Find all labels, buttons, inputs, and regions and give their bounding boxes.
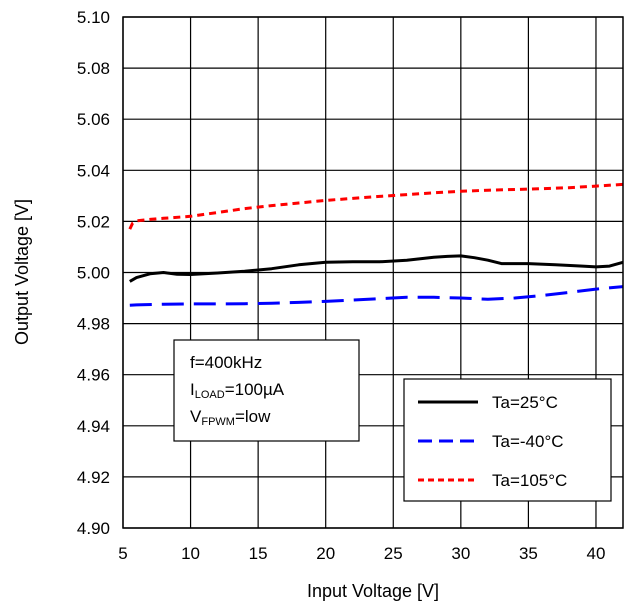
y-tick-label: 5.04 bbox=[77, 161, 110, 180]
x-tick-label: 5 bbox=[118, 544, 127, 563]
y-tick-label: 4.98 bbox=[77, 315, 110, 334]
annotation-frame bbox=[173, 339, 360, 442]
annotation-fpwm-sub: FPWM bbox=[201, 416, 235, 428]
x-axis-label: Input Voltage [V] bbox=[307, 581, 439, 601]
annotation-load-sub: LOAD bbox=[195, 389, 225, 401]
x-tick-label: 10 bbox=[181, 544, 200, 563]
annotation-frequency: f=400kHz bbox=[190, 353, 262, 372]
x-tick-label: 30 bbox=[451, 544, 470, 563]
legend-label-25c: Ta=25°C bbox=[492, 393, 558, 412]
series-line-105c bbox=[128, 182, 624, 230]
series-line-minus40c bbox=[129, 285, 624, 307]
annotation-load: ILOAD=100µA bbox=[190, 380, 285, 401]
y-tick-label: 4.92 bbox=[77, 468, 110, 487]
annotation-fpwm: VFPWM=low bbox=[190, 407, 271, 428]
y-tick-label: 5.08 bbox=[77, 59, 110, 78]
x-tick-label: 25 bbox=[384, 544, 403, 563]
annotation-box: f=400kHz ILOAD=100µA VFPWM=low bbox=[173, 339, 360, 442]
annotation-fpwm-rest: =low bbox=[235, 407, 271, 426]
y-tick-label: 5.02 bbox=[77, 212, 110, 231]
y-tick-label: 4.94 bbox=[77, 417, 110, 436]
plot-frame bbox=[122, 16, 624, 529]
x-tick-label: 20 bbox=[316, 544, 335, 563]
y-tick-label: 4.96 bbox=[77, 366, 110, 385]
x-tick-label: 40 bbox=[587, 544, 606, 563]
y-tick-label: 5.00 bbox=[77, 264, 110, 283]
legend-label-105c: Ta=105°C bbox=[492, 471, 567, 490]
series-lines bbox=[128, 182, 624, 307]
annotation-load-rest: =100µA bbox=[225, 380, 285, 399]
y-axis-label: Output Voltage [V] bbox=[12, 199, 32, 345]
x-tick-label: 35 bbox=[519, 544, 538, 563]
annotation-load-main: I bbox=[190, 380, 195, 399]
tick-labels: 5 10 15 20 25 30 35 40 4.90 4.92 4.94 4.96 4.98 5.00 5… bbox=[77, 8, 606, 563]
legend: Ta=25°C Ta=-40°C Ta=105°C bbox=[403, 378, 612, 502]
x-tick-label: 15 bbox=[249, 544, 268, 563]
legend-label-minus40c: Ta=-40°C bbox=[492, 432, 564, 451]
annotation-fpwm-main: V bbox=[190, 407, 202, 426]
y-tick-label: 5.06 bbox=[77, 110, 110, 129]
y-tick-label: 5.10 bbox=[77, 8, 110, 27]
series-line-25c bbox=[129, 254, 624, 283]
y-tick-label: 4.90 bbox=[77, 519, 110, 538]
